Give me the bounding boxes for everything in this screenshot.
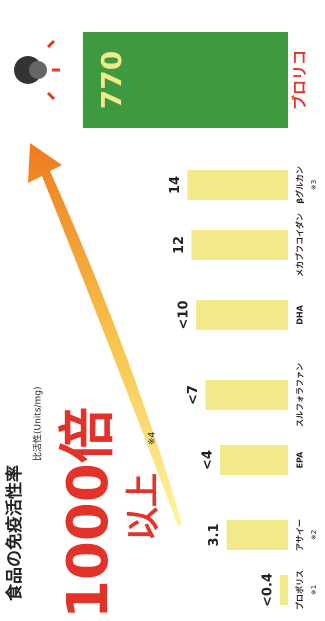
value-label: 770 [95, 51, 128, 109]
value-label: 14 [168, 176, 183, 194]
bar [205, 380, 289, 410]
category-note: ※1 [310, 585, 318, 595]
category-label: DHA [296, 304, 305, 324]
category-label: アサイー [296, 519, 305, 551]
arrow [28, 143, 182, 526]
category-label: EPA [296, 451, 305, 469]
category-label: ブロリコ [291, 50, 309, 110]
chart-subtitle: 比活性(Units/mg) [32, 386, 44, 461]
value-label: <7 [186, 385, 201, 405]
category-note: ※3 [310, 180, 318, 190]
category-label: メカブフコイダン [295, 213, 305, 277]
bar [82, 32, 288, 128]
bar [191, 230, 288, 260]
bar [226, 520, 288, 550]
category-label: プロポリス [295, 570, 305, 610]
rotated-chart: 食品の免疫活性率 比活性(Units/mg) 1000倍 以上 ※4 <0.4 プ… [4, 32, 318, 619]
category-label: スルフォラファン [296, 363, 305, 427]
value-label: 12 [172, 236, 187, 254]
annotation-note: ※4 [148, 431, 158, 445]
category-label: βグルカン [295, 166, 305, 204]
value-label: <10 [177, 301, 192, 330]
annotation-main: 1000倍 [56, 407, 121, 619]
bar [187, 170, 288, 200]
bar [280, 575, 288, 605]
category-note: ※2 [310, 530, 318, 540]
bar [220, 445, 288, 475]
value-label: 3.1 [207, 523, 222, 546]
chart-title: 食品の免疫活性率 [4, 465, 25, 601]
value-label: <0.4 [261, 573, 276, 607]
face-icon [14, 39, 60, 101]
annotation-sub: 以上 [124, 473, 164, 541]
bar [196, 300, 288, 330]
value-label: <4 [201, 450, 216, 470]
